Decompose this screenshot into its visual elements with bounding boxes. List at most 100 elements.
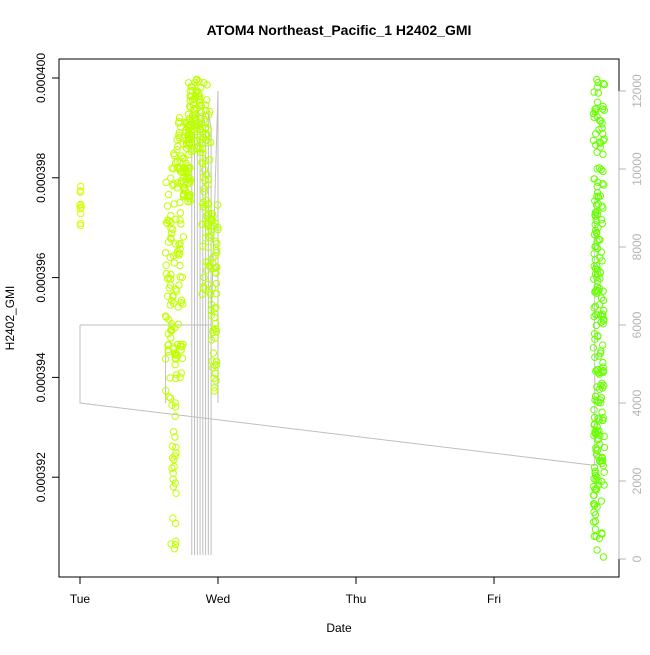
data-point xyxy=(210,387,219,395)
data-point xyxy=(177,296,186,304)
data-point xyxy=(593,165,601,173)
data-point xyxy=(176,261,184,270)
data-point xyxy=(213,263,221,271)
data-point xyxy=(164,216,172,224)
data-point xyxy=(187,145,195,153)
data-point xyxy=(592,216,600,225)
data-point xyxy=(599,150,607,159)
data-point xyxy=(176,273,184,281)
data-point xyxy=(184,110,193,119)
data-point xyxy=(590,113,598,122)
data-point xyxy=(593,446,602,455)
data-point xyxy=(169,428,178,436)
data-point xyxy=(590,500,599,508)
data-point xyxy=(162,387,170,395)
altitude-track-series xyxy=(79,90,596,556)
x-axis-label: Date xyxy=(326,621,352,635)
data-point xyxy=(167,235,175,243)
x-axis: Tue Wed Thu Fri xyxy=(70,576,501,606)
data-point xyxy=(590,413,599,422)
data-point xyxy=(593,383,601,391)
data-point xyxy=(599,320,607,328)
data-point xyxy=(596,116,604,125)
data-point xyxy=(592,392,600,400)
data-point xyxy=(165,393,173,401)
data-point xyxy=(171,360,179,369)
data-point xyxy=(599,416,607,425)
data-point xyxy=(599,79,607,88)
data-point xyxy=(199,283,208,291)
data-point xyxy=(593,237,601,245)
data-point xyxy=(171,479,180,487)
data-point xyxy=(597,497,606,505)
data-point xyxy=(599,167,607,176)
data-point xyxy=(204,243,213,251)
data-point xyxy=(214,201,222,209)
data-point xyxy=(590,482,598,491)
data-point xyxy=(590,312,598,321)
data-point xyxy=(188,86,196,95)
x-tick-label: Tue xyxy=(70,592,91,606)
data-point xyxy=(594,311,602,319)
data-point xyxy=(213,248,221,257)
data-point xyxy=(204,204,212,213)
data-point xyxy=(600,481,608,489)
data-point xyxy=(193,75,201,84)
data-point xyxy=(212,279,221,288)
data-point xyxy=(212,357,221,365)
data-point xyxy=(600,432,608,441)
data-point xyxy=(177,220,185,228)
data-point xyxy=(599,368,607,376)
data-point xyxy=(173,146,181,154)
data-point xyxy=(600,181,608,189)
data-point xyxy=(170,463,178,471)
data-point xyxy=(171,412,180,420)
data-point xyxy=(590,175,598,183)
data-point xyxy=(179,233,188,241)
data-point xyxy=(598,379,606,387)
data-point xyxy=(591,288,599,296)
data-point xyxy=(599,462,607,470)
data-point xyxy=(180,186,188,194)
data-point xyxy=(168,464,176,472)
data-point xyxy=(598,202,606,210)
data-point xyxy=(206,107,214,116)
data-point xyxy=(172,215,180,223)
data-point xyxy=(198,145,207,153)
data-point xyxy=(170,151,179,160)
data-point xyxy=(600,443,609,452)
data-point xyxy=(175,114,184,122)
data-point xyxy=(214,223,222,231)
data-point xyxy=(169,225,177,234)
data-point xyxy=(190,104,198,113)
scatter-series xyxy=(76,75,609,561)
data-point xyxy=(599,363,607,371)
data-point xyxy=(593,182,601,191)
data-point xyxy=(168,442,177,450)
data-point xyxy=(174,320,183,328)
data-point xyxy=(180,154,188,163)
y-tick-label: 0.000392 xyxy=(34,452,48,502)
data-point xyxy=(214,226,222,234)
data-point xyxy=(171,403,180,411)
data-point xyxy=(211,361,219,370)
y-tick-label: 0.000394 xyxy=(34,352,48,402)
data-point xyxy=(169,292,177,300)
data-point xyxy=(199,203,207,211)
data-point xyxy=(592,321,601,330)
data-point xyxy=(208,210,217,218)
x-tick-label: Fri xyxy=(487,592,501,606)
data-point xyxy=(591,208,600,217)
x-tick-label: Wed xyxy=(206,592,230,606)
data-point xyxy=(212,289,221,298)
data-point xyxy=(184,192,193,201)
data-point xyxy=(591,212,599,220)
data-point xyxy=(162,270,171,278)
data-point xyxy=(178,354,187,362)
y2-tick-label: 12000 xyxy=(630,74,644,108)
data-point xyxy=(168,297,176,305)
data-point xyxy=(594,369,603,377)
data-point xyxy=(187,82,195,91)
